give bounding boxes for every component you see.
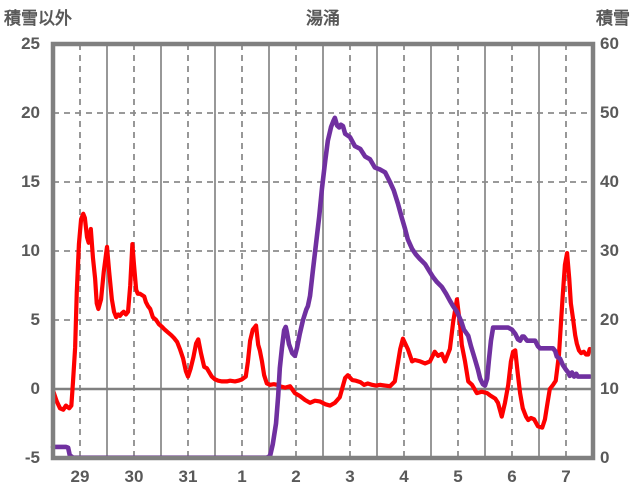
left-axis-tick-label: 15: [21, 172, 40, 191]
right-axis-tick-label: 30: [600, 241, 619, 260]
left-axis-tick-label: 20: [21, 103, 40, 122]
snow-depth-series-line: [50, 115, 593, 460]
x-axis-tick-label: 4: [399, 467, 409, 486]
left-axis-tick-label: 10: [21, 241, 40, 260]
x-axis-tick-label: 1: [237, 467, 247, 486]
x-axis-tick-label: 30: [124, 467, 144, 486]
right-axis-tick-label: 60: [600, 34, 619, 53]
x-axis-tick-label: 3: [345, 467, 355, 486]
left-axis-tick-label: 5: [30, 310, 40, 329]
right-axis-title: 積雪: [596, 9, 630, 28]
x-axis-tick-label: 7: [561, 467, 571, 486]
right-axis-tick-label: 10: [600, 379, 619, 398]
right-axis-tick-label: 0: [600, 448, 610, 467]
x-axis-tick-label: 6: [507, 467, 517, 486]
right-axis-tick-label: 20: [600, 310, 619, 329]
left-axis-title: 積雪以外: [4, 9, 72, 28]
x-axis-tick-label: 5: [453, 467, 463, 486]
left-axis-tick-label: -5: [24, 448, 40, 467]
x-axis-tick-label: 31: [178, 467, 198, 486]
right-axis-tick-label: 50: [600, 103, 619, 122]
x-axis-tick-label: 29: [70, 467, 90, 486]
right-axis-tick-label: 40: [600, 172, 619, 191]
left-axis-tick-label: 25: [21, 34, 40, 53]
plot-border: [50, 41, 596, 461]
x-axis-tick-label: 2: [291, 467, 301, 486]
left-axis-tick-label: 0: [30, 379, 40, 398]
chart-title: 湯涌: [306, 9, 340, 28]
